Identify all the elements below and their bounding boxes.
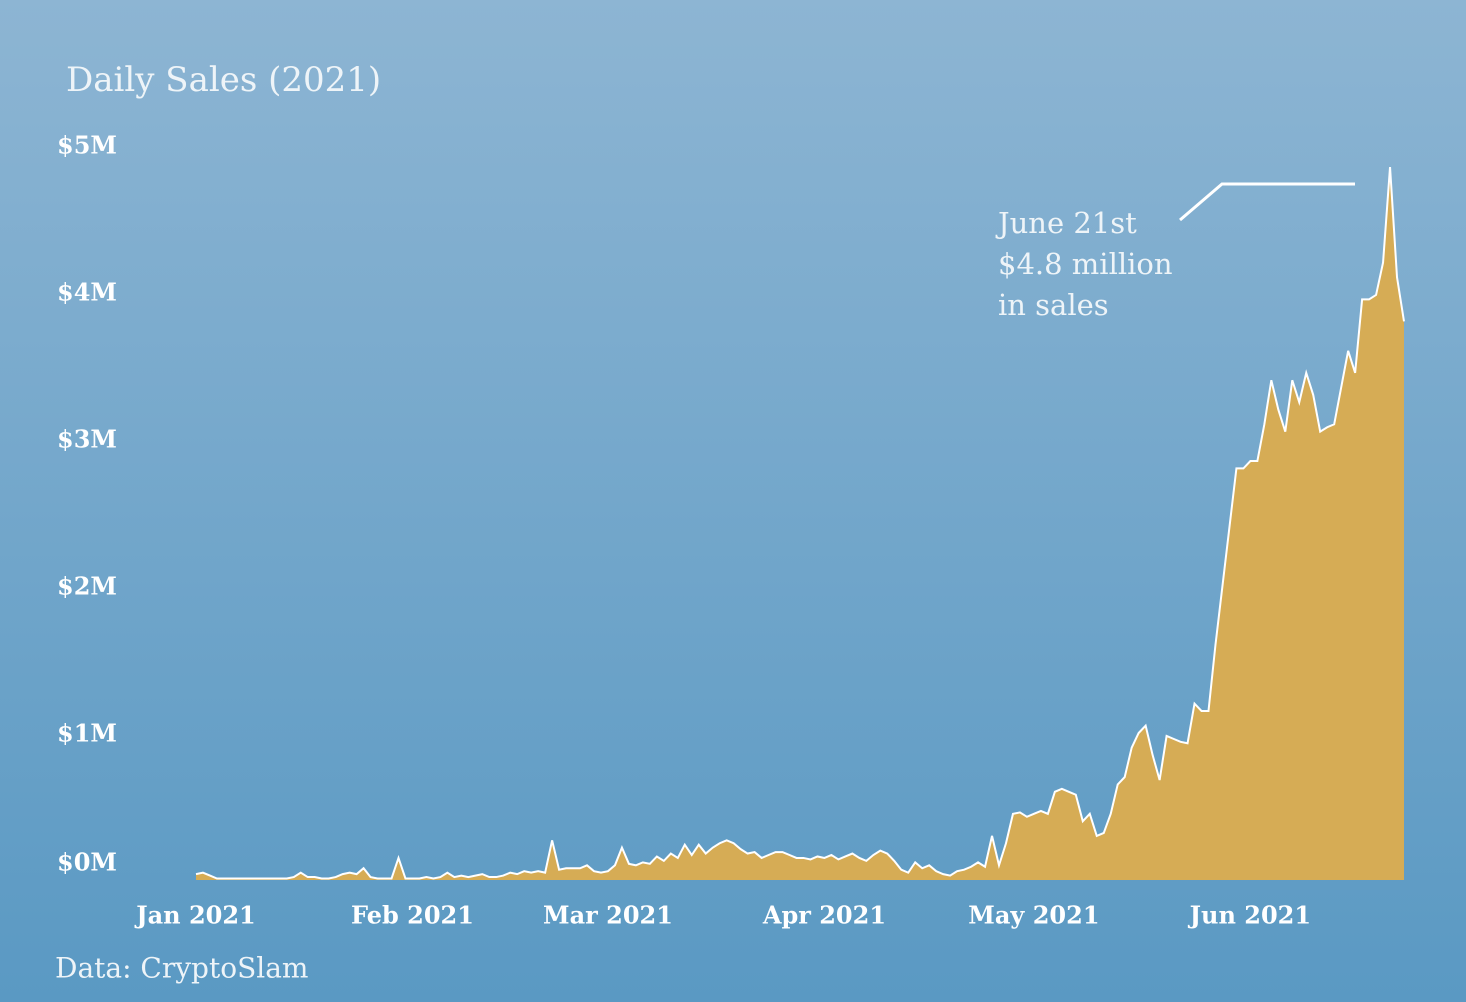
y-tick-label: $4M [57,278,117,307]
source: Data: CryptoSlam [55,952,308,985]
annotation-leader [1179,182,1355,222]
x-tick-label: Jan 2021 [134,901,256,930]
chart-title: Daily Sales (2021) [66,60,381,100]
x-tick-label: Mar 2021 [543,901,673,930]
annotation: $4.8 million [998,247,1173,281]
x-tick-label: Apr 2021 [762,901,886,930]
area-outline [195,166,1405,880]
y-tick-label: $5M [57,131,117,160]
area [196,167,1404,881]
x-tick-label: Feb 2021 [351,901,474,930]
annotation: in sales [998,288,1109,322]
y-tick-label: $3M [57,425,117,454]
annotation: June 21st [995,206,1137,240]
y-tick-label: $2M [57,572,117,601]
y-tick-label: $1M [57,719,117,748]
x-tick-label: May 2021 [968,901,1099,930]
x-tick-label: Jun 2021 [1188,901,1311,930]
y-tick-label: $0M [57,848,117,877]
